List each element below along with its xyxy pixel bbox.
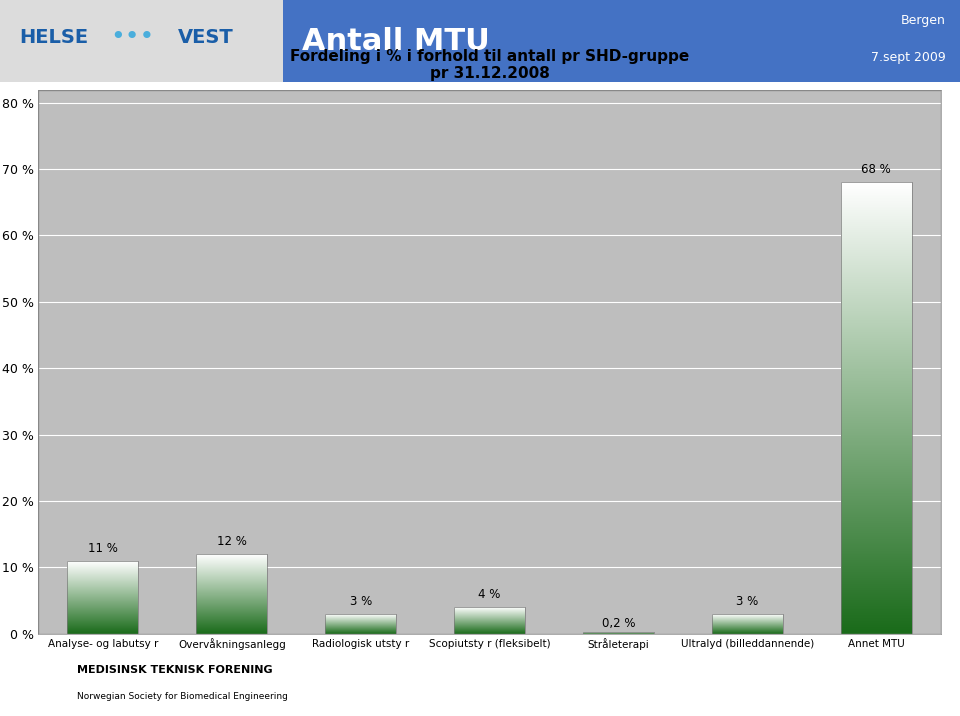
Text: VEST: VEST (178, 27, 233, 47)
FancyBboxPatch shape (0, 0, 283, 82)
Text: Antall MTU: Antall MTU (302, 26, 491, 56)
FancyBboxPatch shape (0, 648, 365, 716)
Title: Fordeling i % i forhold til antall pr SHD-gruppe
pr 31.12.2008: Fordeling i % i forhold til antall pr SH… (290, 49, 689, 82)
Text: 4 %: 4 % (478, 588, 501, 601)
Bar (712, 614, 782, 634)
Text: 12 %: 12 % (217, 535, 247, 548)
Text: 11 %: 11 % (88, 542, 118, 555)
Bar (67, 561, 138, 634)
Text: Medisinsk Teknisk Forening Symposium 2009: Medisinsk Teknisk Forening Symposium 200… (441, 673, 865, 691)
Text: 3 %: 3 % (736, 595, 758, 608)
Text: Bergen: Bergen (900, 14, 946, 27)
Text: HELSE: HELSE (19, 27, 88, 47)
Bar (38, 90, 941, 634)
FancyBboxPatch shape (283, 0, 960, 82)
Bar (454, 607, 525, 634)
Text: 0,2 %: 0,2 % (602, 616, 636, 629)
Text: 68 %: 68 % (861, 163, 891, 176)
Text: Norwegian Society for Biomedical Engineering: Norwegian Society for Biomedical Enginee… (77, 692, 288, 702)
Bar (583, 632, 654, 634)
Bar (841, 183, 912, 634)
Bar (196, 554, 267, 634)
Text: •••: ••• (110, 25, 155, 49)
Bar (325, 614, 396, 634)
Text: MEDISINSK TEKNISK FORENING: MEDISINSK TEKNISK FORENING (77, 664, 273, 674)
Text: 7.sept 2009: 7.sept 2009 (871, 51, 946, 64)
Text: 3 %: 3 % (349, 595, 372, 608)
